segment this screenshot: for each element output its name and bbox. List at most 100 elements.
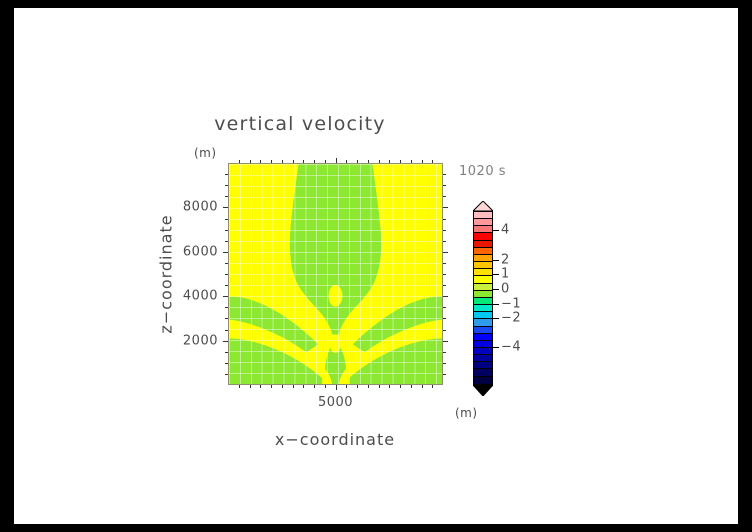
colorbar-band xyxy=(474,305,492,313)
x-axis-minor-tick xyxy=(378,385,380,388)
x-axis-major-tick-top xyxy=(335,158,337,163)
y-axis-major-tick xyxy=(223,207,228,209)
y-axis-title: z−coordinate xyxy=(156,214,176,334)
x-axis-tick-label: 5000 xyxy=(317,395,354,410)
y-axis-minor-tick-right xyxy=(443,218,446,220)
colorbar-tick xyxy=(493,303,499,305)
colorbar-band xyxy=(474,297,492,306)
colorbar-tick-label: −1 xyxy=(501,296,522,312)
colorbar-tick xyxy=(493,347,499,349)
time-stamp: 1020 s xyxy=(459,164,506,179)
y-axis-minor-tick-right xyxy=(443,373,446,375)
x-axis-title: x−coordinate xyxy=(274,430,396,449)
colorbar[interactable] xyxy=(473,201,493,396)
colorbar-band xyxy=(474,369,492,377)
x-axis-minor-tick xyxy=(432,385,434,388)
x-axis-minor-tick-top xyxy=(281,160,283,163)
x-axis-minor-tick xyxy=(271,385,272,388)
x-axis-minor-tick-top xyxy=(357,160,358,163)
colorbar-band xyxy=(474,312,492,320)
y-axis-minor-tick-right xyxy=(443,329,446,331)
colorbar-band xyxy=(474,226,492,234)
y-axis-minor-tick-right xyxy=(443,174,446,176)
y-axis-minor-tick-right xyxy=(443,362,446,364)
y-axis-minor-tick-right xyxy=(443,285,446,287)
colorbar-band xyxy=(474,240,492,248)
x-axis-minor-tick-top xyxy=(378,160,380,163)
x-axis-minor-tick xyxy=(303,385,305,388)
y-axis-minor-tick-right xyxy=(443,185,446,187)
y-axis-minor-tick xyxy=(225,174,228,176)
x-axis-minor-tick-top xyxy=(260,160,262,163)
x-axis-unit-label: (m) xyxy=(455,406,478,420)
y-axis-minor-tick xyxy=(225,362,228,364)
x-axis-minor-tick xyxy=(238,385,240,388)
colorbar-cap-top-icon xyxy=(473,201,493,211)
axis-tick-layer xyxy=(223,158,448,390)
colorbar-band xyxy=(474,376,492,384)
y-axis-minor-tick xyxy=(225,274,228,275)
colorbar-band xyxy=(474,362,492,370)
x-axis-minor-tick xyxy=(367,385,369,388)
y-axis-minor-tick xyxy=(225,351,228,353)
colorbar-band xyxy=(474,269,492,277)
y-axis-minor-tick-right xyxy=(443,318,446,320)
x-axis-minor-tick xyxy=(292,385,294,388)
colorbar-band xyxy=(474,247,492,255)
y-axis-tick-label: 4000 xyxy=(182,288,218,304)
y-axis-minor-tick xyxy=(225,329,228,331)
colorbar-band xyxy=(474,340,492,348)
contour-field xyxy=(229,164,442,384)
x-axis-minor-tick-top xyxy=(432,160,434,163)
x-axis-minor-tick xyxy=(400,385,401,388)
colorbar-band xyxy=(474,276,492,284)
colorbar-band xyxy=(474,290,492,298)
y-axis-tick-label: 2000 xyxy=(182,333,218,349)
x-axis-minor-tick-top xyxy=(421,160,423,163)
x-axis-minor-tick-top xyxy=(292,160,294,163)
y-axis-minor-tick xyxy=(225,196,228,198)
y-axis-minor-tick-right xyxy=(443,262,446,264)
colorbar-tick xyxy=(493,230,499,232)
colorbar-band xyxy=(474,355,492,363)
x-axis-minor-tick xyxy=(357,385,358,388)
y-axis-major-tick-right xyxy=(443,340,448,342)
y-axis-minor-tick-right xyxy=(443,351,446,353)
x-axis-minor-tick xyxy=(249,385,251,388)
figure-canvas: vertical velocity (m) xyxy=(14,8,738,524)
colorbar-tick xyxy=(493,259,499,261)
colorbar-cap-bottom-icon xyxy=(473,384,493,396)
y-axis-major-tick xyxy=(223,296,228,298)
y-axis-minor-tick-right xyxy=(443,229,446,231)
y-axis-major-tick-right xyxy=(443,207,448,209)
x-axis-minor-tick xyxy=(260,385,262,388)
x-axis-minor-tick-top xyxy=(249,160,251,163)
x-axis-major-tick xyxy=(335,385,337,390)
colorbar-tick-label: 0 xyxy=(501,281,510,297)
page-title: vertical velocity xyxy=(214,113,386,135)
x-axis-minor-tick-top xyxy=(271,160,272,163)
y-axis-major-tick xyxy=(223,340,228,342)
y-axis-minor-tick xyxy=(225,318,228,320)
x-axis-minor-tick xyxy=(324,385,326,388)
y-axis-minor-tick xyxy=(225,185,228,187)
y-axis-minor-tick-right xyxy=(443,240,446,242)
y-axis-major-tick-right xyxy=(443,296,448,298)
colorbar-tick xyxy=(493,274,499,276)
colorbar-tick-label: 2 xyxy=(501,252,510,268)
x-axis-minor-tick-top xyxy=(389,160,391,163)
colorbar-tick-label: −4 xyxy=(501,339,522,355)
y-axis-tick-label: 8000 xyxy=(182,199,218,215)
x-axis-minor-tick-top xyxy=(238,160,240,163)
y-axis-minor-tick xyxy=(225,240,228,242)
colorbar-band xyxy=(474,262,492,270)
x-axis-minor-tick-top xyxy=(314,160,315,163)
colorbar-band xyxy=(474,254,492,263)
x-axis-minor-tick-top xyxy=(346,160,348,163)
y-axis-major-tick xyxy=(223,251,228,253)
x-axis-minor-tick-top xyxy=(367,160,369,163)
colorbar-band xyxy=(474,219,492,227)
colorbar-band xyxy=(474,212,492,220)
x-axis-minor-tick-top xyxy=(324,160,326,163)
